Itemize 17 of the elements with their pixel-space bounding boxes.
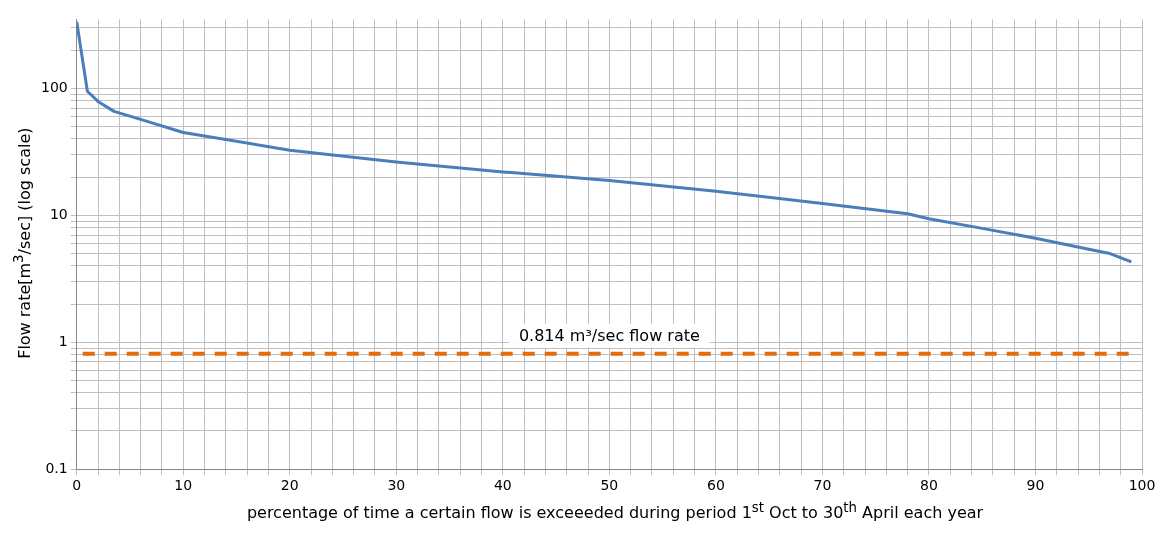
x-tick-label: 40 <box>493 477 512 494</box>
x-tick-label: 90 <box>1026 477 1045 494</box>
x-tick-label: 0 <box>72 477 82 494</box>
x-tick-label: 80 <box>920 477 938 494</box>
x-tick-label: 50 <box>600 477 619 494</box>
x-tick-label: 30 <box>387 477 406 494</box>
x-axis-title: percentage of time a certain flow is exceeeded during period 1$^{st}$ Oct to 30$^{th}$ April each year <box>245 500 985 523</box>
x-tick-label: 10 <box>174 477 193 494</box>
y-tick-label: 0.1 <box>45 459 68 476</box>
y-tick-label: 1 <box>58 332 68 349</box>
y-tick-label: 100 <box>40 79 68 96</box>
ref-line-label: 0.814 m³/sec flow rate <box>518 325 700 345</box>
x-tick-label: 70 <box>813 477 832 494</box>
x-tick-label: 100 <box>1128 477 1156 494</box>
y-tick-label: 10 <box>49 206 68 223</box>
x-tick-label: 60 <box>706 477 725 494</box>
x-tick-label: 20 <box>280 477 299 494</box>
